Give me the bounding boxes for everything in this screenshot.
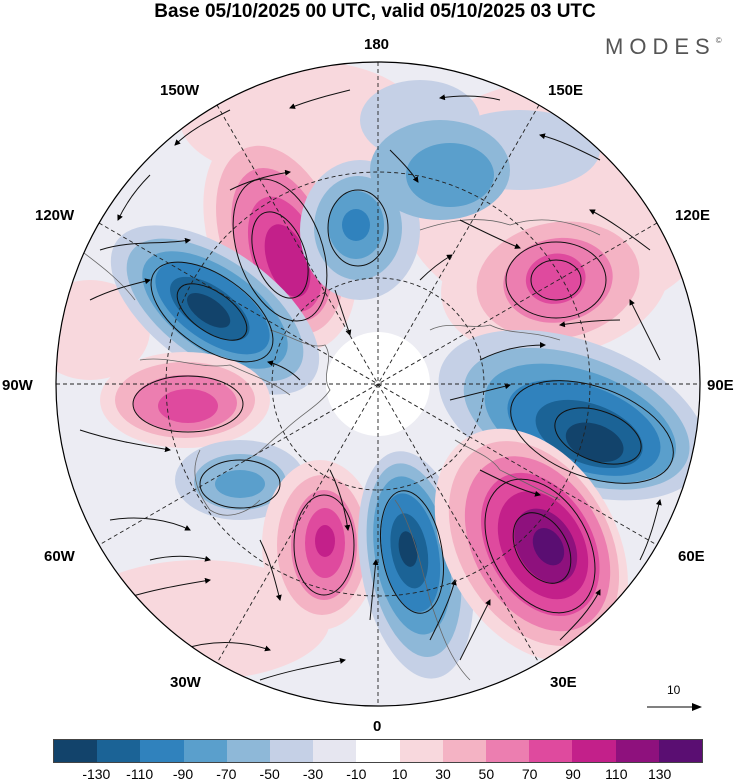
- colorbar-ticks: -130 -110 -90 -70 -50 -30 -10 10 30 50 70 90 110 130: [0, 766, 750, 784]
- anomaly-positive-90w: [100, 352, 270, 448]
- colorbar-tick-label: -90: [172, 766, 194, 782]
- colorbar-tick-label: -10: [346, 766, 367, 782]
- colorbar-swatch-5: [270, 740, 314, 762]
- colorbar-tick-label: 110: [605, 766, 628, 782]
- colorbar-swatch-2: [140, 740, 184, 762]
- reference-vector: 10: [645, 683, 705, 713]
- anomaly-positive-45e: [434, 428, 628, 662]
- colorbar-tick-label: -130: [82, 766, 111, 782]
- reference-vector-label: 10: [667, 683, 681, 697]
- lon-label-120e: 120E: [675, 207, 711, 224]
- lon-label-120w: 120W: [35, 207, 75, 224]
- colorbar-swatch-12: [572, 740, 616, 762]
- lon-label-30e: 30E: [550, 674, 577, 691]
- lon-label-150e: 150E: [548, 82, 584, 99]
- lon-label-150w: 150W: [160, 82, 200, 99]
- anomaly-negative-160e-core: [406, 143, 494, 207]
- colorbar-swatch-0: [54, 740, 98, 762]
- map-body: [56, 62, 700, 706]
- colorbar-swatch-7: [356, 740, 400, 762]
- colorbar-swatch-13: [615, 740, 659, 762]
- wind-streamlines: [79, 89, 674, 681]
- colorbar-tick-label: 70: [521, 766, 538, 782]
- map-boundary: [55, 61, 701, 707]
- lon-label-60e: 60E: [678, 548, 705, 565]
- colorbar-swatch-11: [529, 740, 573, 762]
- colorbar-swatch-6: [313, 740, 357, 762]
- colorbar-tick-label: 50: [478, 766, 495, 782]
- lon-label-90e: 90E: [707, 377, 734, 394]
- colorbar-tick-label: 30: [435, 766, 451, 782]
- colorbar-tick-label: -30: [302, 766, 324, 782]
- lon-label-30w: 30W: [170, 674, 201, 691]
- colorbar-swatch-10: [486, 740, 530, 762]
- colorbar-swatch-8: [399, 740, 443, 762]
- brand-name: MODES: [605, 34, 716, 59]
- brand-mark: ©: [715, 36, 722, 45]
- colorbar-tick-label: -110: [126, 766, 154, 782]
- colorbar-tick-label: 90: [565, 766, 581, 782]
- colorbar: [53, 739, 703, 763]
- colorbar-swatch-14: [658, 740, 703, 762]
- colorbar-tick-label: -70: [216, 766, 237, 782]
- lon-label-0: 0: [373, 718, 382, 735]
- colorbar-swatch-9: [442, 740, 487, 762]
- coastlines: [79, 219, 601, 681]
- map-title: Base 05/10/2025 00 UTC, valid 05/10/2025…: [154, 1, 596, 22]
- colorbar-tick-label: -50: [259, 766, 280, 782]
- colorbar-swatch-3: [183, 740, 227, 762]
- colorbar-tick-label: 130: [647, 766, 672, 782]
- graticule: [56, 62, 700, 706]
- colorbar-tick-label: 10: [391, 766, 408, 782]
- lon-label-180: 180: [364, 36, 390, 53]
- lon-label-60w: 60W: [44, 548, 75, 565]
- colorbar-swatch-1: [97, 740, 141, 762]
- colorbar-swatch-4: [226, 740, 271, 762]
- reference-arrow-icon: [647, 703, 702, 711]
- lon-label-90w: 90W: [2, 377, 33, 394]
- brand-logo: MODES©: [605, 34, 722, 60]
